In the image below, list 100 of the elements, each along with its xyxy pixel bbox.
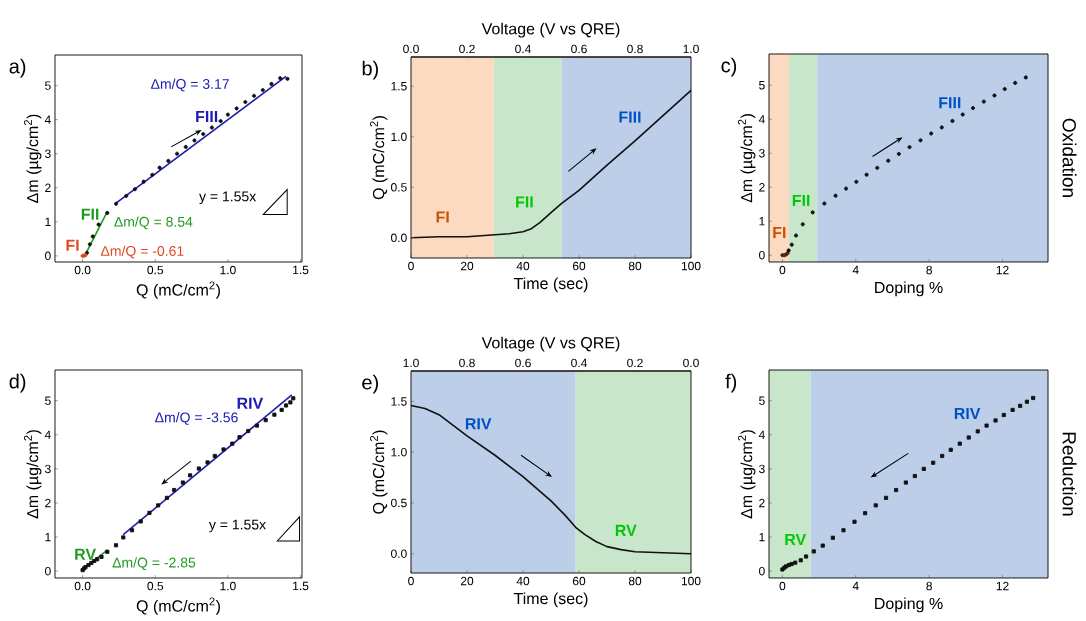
x2-tick-label: 0.4 bbox=[571, 358, 587, 368]
x2-tick-label: 1.0 bbox=[403, 358, 419, 368]
y-tick-label: 3 bbox=[759, 148, 765, 158]
x-tick-label: 1.0 bbox=[220, 265, 236, 275]
x-tick-label: 100 bbox=[681, 261, 701, 271]
band-label: FI bbox=[773, 226, 786, 238]
y-tick-label: 2 bbox=[45, 183, 51, 192]
y-axis-title: Δm (µg/cm$^{2}$) bbox=[738, 114, 756, 203]
x-axis-title: Time (sec) bbox=[513, 592, 588, 608]
y-tick-label: 0.5 bbox=[391, 183, 407, 192]
x-tick-label: 12 bbox=[996, 265, 1009, 275]
text: Reduction bbox=[1062, 432, 1077, 516]
x-tick-label: 4 bbox=[852, 265, 859, 275]
chart-title: a) bbox=[9, 58, 26, 78]
chart-title: f) bbox=[725, 373, 737, 393]
y-tick-label: 1.5 bbox=[391, 397, 407, 406]
annotation: Δm/Q = -3.56 bbox=[155, 412, 238, 425]
annotation: Δm/Q = -0.61 bbox=[100, 245, 184, 259]
x2-tick-label: 0.2 bbox=[459, 44, 475, 54]
x-tick-label: 100 bbox=[681, 576, 701, 586]
x-tick-label: 60 bbox=[572, 261, 586, 271]
y-tick-label: 4 bbox=[758, 115, 765, 124]
x-tick-label: 8 bbox=[926, 265, 932, 275]
x-tick-label: 12 bbox=[996, 581, 1009, 591]
x-tick-label: 0 bbox=[779, 265, 786, 275]
y-axis-title: Q (mC/cm$^{2}$) bbox=[370, 116, 388, 200]
y-tick-label: 0 bbox=[45, 251, 51, 261]
y-tick-label: 4 bbox=[44, 115, 51, 124]
band-label: RV bbox=[615, 524, 637, 536]
x2-tick-label: 0.0 bbox=[403, 44, 419, 54]
x2-tick-label: 0.4 bbox=[515, 44, 531, 54]
x-tick-label: 80 bbox=[628, 576, 642, 586]
x-tick-label: 0.5 bbox=[147, 265, 164, 275]
x-axis-title: Q (mC/cm$^{2}$) bbox=[136, 597, 220, 615]
x-tick-label: 0.0 bbox=[74, 265, 91, 275]
series-label: FIII bbox=[196, 110, 218, 122]
annotation: Δm/Q = 3.17 bbox=[151, 78, 229, 92]
x-axis-title: Doping % bbox=[875, 281, 943, 297]
y-tick-label: 2 bbox=[759, 498, 765, 508]
x-tick-label: 1.0 bbox=[220, 581, 236, 591]
y-tick-label: 5 bbox=[759, 81, 765, 90]
y-tick-label: 3 bbox=[45, 464, 51, 474]
annotation: Δm/Q = 8.54 bbox=[114, 216, 193, 230]
x-tick-label: 20 bbox=[460, 576, 474, 586]
y-tick-label: 0.5 bbox=[391, 498, 407, 508]
chart-title: b) bbox=[362, 60, 378, 80]
x-axis-title: Q (mC/cm$^{2}$) bbox=[136, 281, 220, 299]
chart-title: e) bbox=[362, 374, 378, 394]
y-tick-label: 5 bbox=[45, 81, 51, 90]
y-tick-label: 1 bbox=[45, 217, 51, 226]
band-label: FIII bbox=[619, 111, 641, 123]
x-tick-label: 0.5 bbox=[147, 581, 164, 591]
band-label: FI bbox=[436, 211, 449, 223]
x-axis-title: Doping % bbox=[875, 597, 943, 613]
y-tick-label: 0 bbox=[759, 250, 765, 260]
y-tick-label: 4 bbox=[44, 430, 51, 439]
y-tick-label: 3 bbox=[759, 464, 765, 474]
band-label: RIV bbox=[465, 418, 492, 430]
y-tick-label: 1 bbox=[45, 532, 51, 542]
x-tick-label: 1.5 bbox=[293, 581, 309, 591]
x-tick-label: 40 bbox=[516, 576, 530, 586]
x2-axis-title: Voltage (V vs QRE) bbox=[481, 22, 620, 38]
y-tick-label: 0 bbox=[759, 566, 765, 576]
series-label: FII bbox=[81, 208, 99, 220]
x-tick-label: 60 bbox=[572, 576, 586, 586]
x2-tick-label: 0.0 bbox=[683, 358, 699, 368]
y-tick-label: 1.0 bbox=[391, 132, 407, 142]
x2-tick-label: 0.8 bbox=[627, 44, 643, 54]
y-tick-label: 0.0 bbox=[391, 549, 407, 558]
y-axis-title: Δm (µg/cm$^{2}$) bbox=[24, 430, 42, 519]
chart-title: d) bbox=[9, 373, 26, 393]
x2-tick-label: 0.6 bbox=[571, 44, 587, 54]
annotation: y = 1.55x bbox=[208, 519, 266, 533]
x-tick-label: 20 bbox=[460, 261, 474, 271]
y-axis-title: Q (mC/cm$^{2}$) bbox=[370, 430, 388, 514]
x2-tick-label: 1.0 bbox=[683, 44, 699, 54]
y-tick-label: 1.0 bbox=[391, 447, 407, 457]
band-label: FII bbox=[792, 194, 810, 206]
x-tick-label: 80 bbox=[628, 261, 642, 271]
x-tick-label: 40 bbox=[516, 261, 530, 271]
band-label: RIV bbox=[954, 407, 981, 419]
series-label: FI bbox=[66, 239, 79, 251]
x2-axis-title: Voltage (V vs QRE) bbox=[481, 336, 620, 352]
y-tick-label: 2 bbox=[759, 183, 765, 192]
chart-title: c) bbox=[721, 57, 737, 77]
x-tick-label: 0 bbox=[779, 581, 786, 591]
y-tick-label: 1 bbox=[759, 532, 765, 542]
band-label: RV bbox=[785, 534, 807, 546]
y-tick-label: 0.0 bbox=[391, 233, 407, 243]
x-tick-label: 0.0 bbox=[74, 581, 91, 591]
annotation: y = 1.55x bbox=[199, 191, 257, 205]
y-tick-label: 5 bbox=[45, 396, 51, 405]
x2-tick-label: 0.6 bbox=[515, 358, 531, 368]
x-tick-label: 8 bbox=[926, 581, 932, 591]
x-tick-label: 0 bbox=[408, 576, 414, 586]
x-tick-label: 4 bbox=[852, 581, 859, 591]
series-label: RIV bbox=[237, 397, 264, 409]
y-tick-label: 1.5 bbox=[391, 82, 407, 91]
x2-tick-label: 0.8 bbox=[459, 358, 475, 368]
y-axis-title: Δm (µg/cm$^{2}$) bbox=[738, 430, 756, 519]
